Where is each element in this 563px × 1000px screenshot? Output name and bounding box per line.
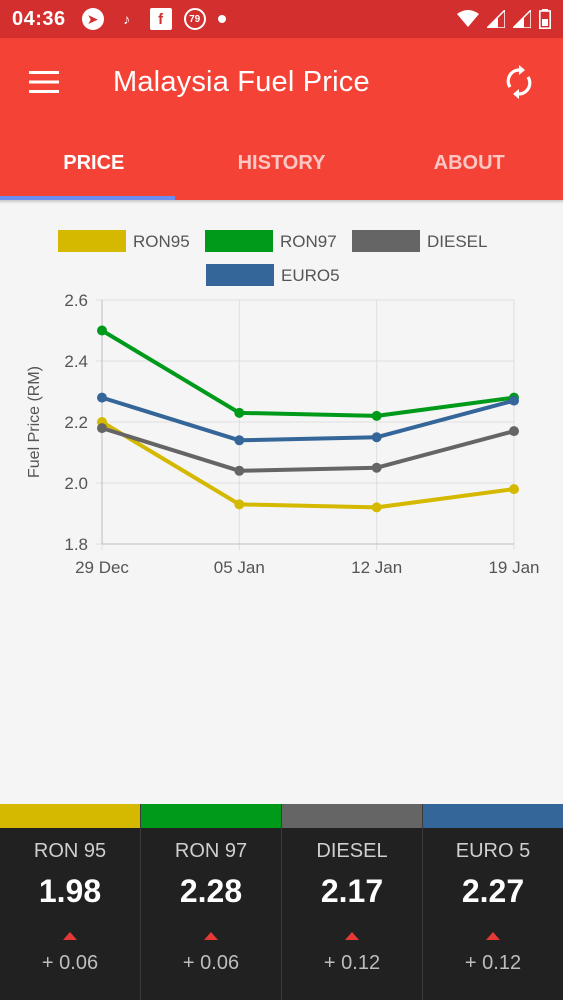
menu-button[interactable] (0, 38, 88, 126)
y-tick-label: 2.2 (64, 413, 88, 432)
fuel-change: + 0.12 (323, 952, 381, 974)
y-axis-label: Fuel Price (RM) (26, 366, 43, 478)
data-point (509, 484, 519, 495)
y-tick-label: 2.4 (64, 352, 88, 371)
status-time: 04:36 (12, 7, 66, 30)
color-strip (282, 804, 422, 828)
fuel-price: 2.28 (179, 873, 243, 909)
battery-icon (539, 9, 551, 29)
y-tick-label: 1.8 (64, 535, 88, 554)
price-chart: 1.8 2.0 2.2 2.4 2.6 29 Dec 05 Jan 12 Jan 19 Jan F… (0, 204, 563, 804)
data-point (509, 426, 519, 437)
series-line (100, 328, 515, 418)
arrow-up-icon (204, 932, 218, 940)
price-card-ron97: RON 97 2.28 + 0.06 (141, 804, 282, 1000)
data-point (97, 423, 107, 434)
legend-swatch (58, 230, 126, 252)
tabs-shadow (0, 200, 563, 204)
arrow-up-icon (345, 932, 359, 940)
x-tick-label: 12 Jan (351, 558, 402, 577)
y-tick-label: 2.0 (64, 474, 88, 493)
data-point (97, 325, 107, 336)
status-bar: 04:36 ➤ ♪ f 79 (0, 0, 563, 38)
signal-icon (487, 10, 505, 28)
fuel-change: + 0.06 (182, 952, 240, 974)
color-strip (423, 804, 563, 828)
x-tick-label: 05 Jan (214, 558, 265, 577)
wifi-icon (457, 10, 479, 27)
arrow-up-icon (63, 932, 77, 940)
tab-about-label: ABOUT (433, 151, 505, 174)
data-point (97, 392, 107, 403)
facebook-icon: f (149, 8, 172, 30)
tab-price-label: PRICE (63, 151, 125, 174)
data-point (234, 499, 245, 510)
tab-history-label: HISTORY (237, 151, 326, 174)
tiktok-icon: ♪ (123, 11, 131, 27)
price-card-diesel: DIESEL 2.17 + 0.12 (282, 804, 423, 1000)
tab-indicator (0, 196, 175, 200)
legend-label: RON97 (280, 232, 337, 251)
legend-swatch (352, 230, 420, 252)
data-point (234, 407, 245, 418)
color-strip (141, 804, 281, 828)
fuel-name: DIESEL (316, 840, 388, 862)
data-point (234, 465, 245, 476)
series-line (101, 395, 515, 443)
tab-bar: PRICE HISTORY ABOUT (0, 126, 563, 200)
legend-label: RON95 (133, 232, 190, 251)
data-point (371, 462, 382, 473)
fuel-name: RON 97 (174, 840, 248, 862)
legend-swatch (205, 230, 273, 252)
data-point (234, 435, 245, 446)
menu-icon (29, 71, 59, 93)
tab-price[interactable]: PRICE (0, 126, 188, 200)
fuel-change: + 0.06 (41, 952, 99, 974)
data-point (509, 395, 519, 406)
fuel-price: 2.27 (461, 873, 525, 909)
tab-history[interactable]: HISTORY (188, 126, 376, 200)
fuel-name: RON 95 (33, 840, 107, 862)
y-tick-label: 2.6 (64, 291, 88, 310)
fuel-price: 1.98 (38, 873, 102, 909)
price-panel: RON 95 1.98 + 0.06 RON 97 2.28 + 0.06 DI… (0, 804, 563, 1000)
price-card-ron95: RON 95 1.98 + 0.06 (0, 804, 141, 1000)
series-line (100, 420, 515, 510)
app-bar: Malaysia Fuel Price (0, 38, 563, 126)
notification-79-icon: 79 (183, 8, 206, 30)
price-chart-svg: 1.8 2.0 2.2 2.4 2.6 29 Dec 05 Jan 12 Jan 19 Jan F… (26, 230, 540, 577)
price-card-euro5: EURO 5 2.27 + 0.12 (423, 804, 563, 1000)
telegram-icon: ➤ (81, 8, 104, 30)
series-line (101, 426, 515, 473)
app-title: Malaysia Fuel Price (113, 65, 370, 98)
x-tick-label: 29 Dec (75, 558, 129, 577)
signal-icon-2 (513, 10, 531, 28)
tab-about[interactable]: ABOUT (375, 126, 563, 200)
arrow-up-icon (486, 932, 500, 940)
fuel-change: + 0.12 (464, 952, 522, 974)
fuel-name: EURO 5 (455, 840, 531, 862)
legend-swatch (206, 264, 274, 286)
dot-icon (217, 15, 226, 23)
legend-label: DIESEL (427, 232, 487, 251)
status-system-icons (457, 9, 551, 29)
data-point (371, 432, 382, 443)
refresh-button[interactable] (475, 38, 563, 126)
color-strip (0, 804, 140, 828)
fuel-price: 2.17 (320, 873, 384, 909)
data-point (371, 502, 382, 513)
x-tick-label: 19 Jan (488, 558, 539, 577)
status-notification-icons: ➤ ♪ f 79 (81, 8, 226, 30)
refresh-icon (506, 65, 532, 99)
legend-label: EURO5 (281, 266, 340, 285)
data-point (371, 410, 382, 421)
